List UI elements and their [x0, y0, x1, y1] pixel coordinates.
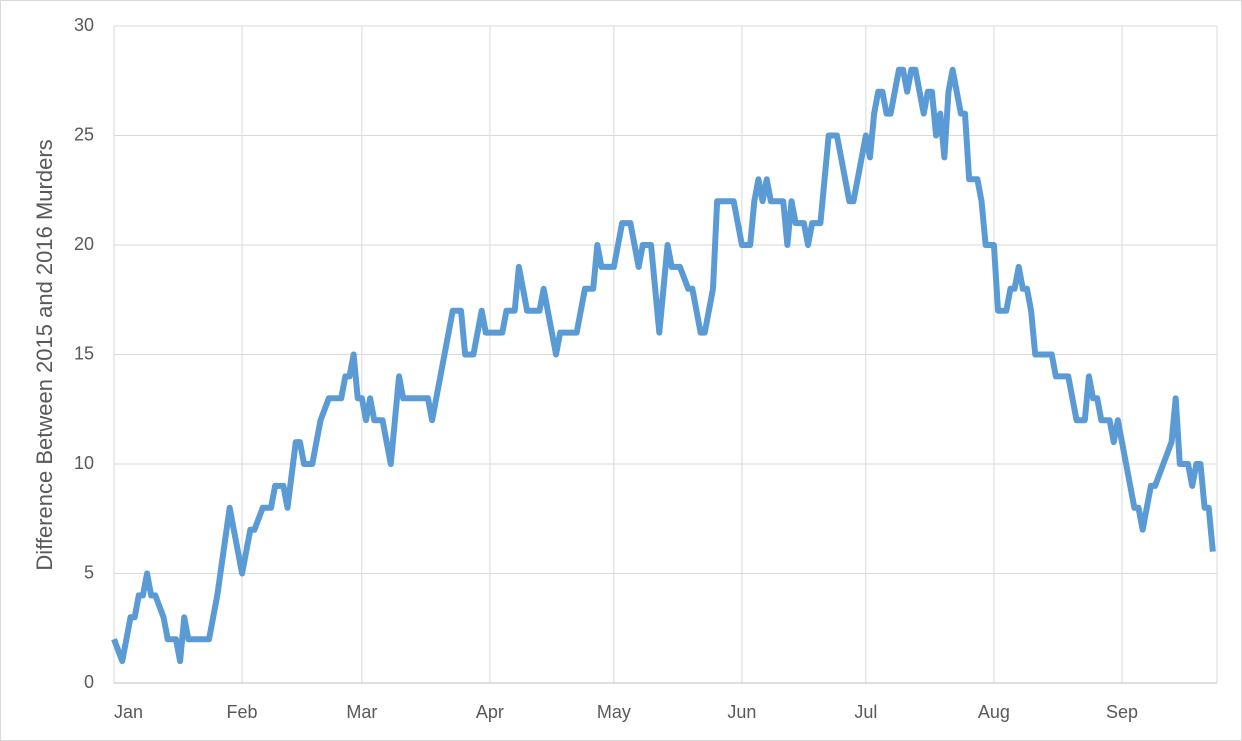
y-tick-label: 25: [74, 124, 94, 144]
x-tick-label: May: [597, 702, 631, 722]
x-tick-label: Jul: [854, 702, 877, 722]
y-axis-title: Difference Between 2015 and 2016 Murders: [32, 139, 57, 570]
data-line: [111, 66, 1216, 665]
x-tick-label: Sep: [1106, 702, 1138, 722]
y-tick-label: 5: [84, 562, 94, 582]
y-tick-label: 30: [74, 15, 94, 35]
x-tick-label: Jun: [727, 702, 756, 722]
y-tick-label: 10: [74, 453, 94, 473]
x-tick-label: Apr: [476, 702, 504, 722]
y-tick-label: 20: [74, 234, 94, 254]
x-tick-label: Aug: [978, 702, 1010, 722]
y-tick-label: 0: [84, 672, 94, 692]
x-tick-label: Jan: [114, 702, 143, 722]
y-tick-label: 15: [74, 343, 94, 363]
x-tick-label: Mar: [346, 702, 377, 722]
x-tick-label: Feb: [227, 702, 258, 722]
